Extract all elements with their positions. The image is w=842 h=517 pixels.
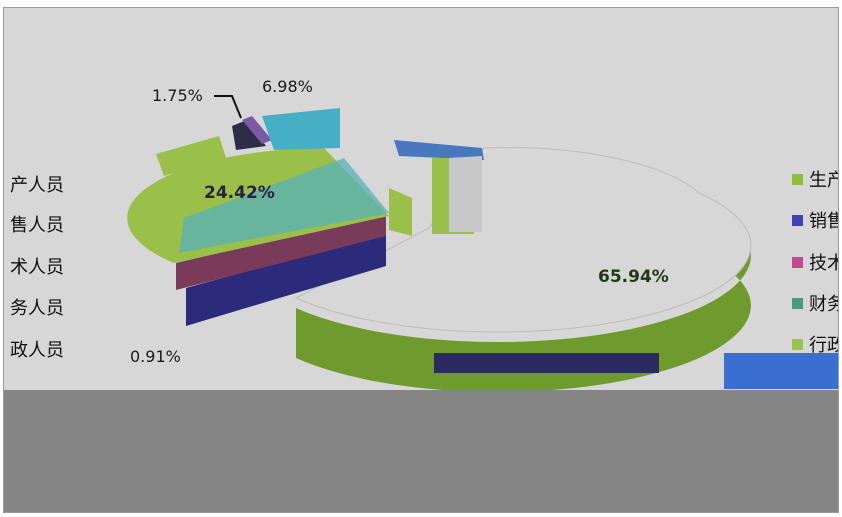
data-label-admin: 0.91% xyxy=(130,347,181,366)
legend-swatch xyxy=(792,256,803,268)
legend-item-sales: 销售 xyxy=(792,209,838,231)
legend-item-admin: 行政 xyxy=(792,333,838,355)
pie-slice-generation xyxy=(294,147,752,333)
legend-swatch xyxy=(792,297,803,309)
pie-slice-finance-top xyxy=(242,116,272,144)
data-label-generation: 65.94% xyxy=(598,267,669,287)
legend-label: 行政 xyxy=(809,335,838,355)
pie-slice-side-generation xyxy=(296,203,751,393)
legend-left-item: 务人员 xyxy=(10,298,64,319)
chart-area: 1.75% 6.98% 24.42% 65.94% 0.91% 产人员 售人员 … xyxy=(3,7,839,513)
legend-label: 生产 xyxy=(809,170,838,190)
legend-item-finance: 财务 xyxy=(792,292,838,314)
band-dark xyxy=(434,353,659,373)
data-label-finance: 1.75% xyxy=(152,86,203,105)
band-blue xyxy=(724,353,838,389)
legend-swatch xyxy=(792,214,803,226)
leader-line xyxy=(214,95,242,119)
data-label-sales: 24.42% xyxy=(204,183,275,203)
legend-label: 技术 xyxy=(809,253,838,273)
legend-left-item: 政人员 xyxy=(10,340,64,361)
legend-item-tech: 技术 xyxy=(792,251,838,273)
legend-left-item: 产人员 xyxy=(10,175,64,196)
pie-slice-grey-small xyxy=(449,156,482,232)
pie-slice-tech-side xyxy=(176,213,386,290)
legend-label: 财务 xyxy=(809,294,838,314)
pie-slice-blue-top xyxy=(394,140,484,160)
legend-left-item: 售人员 xyxy=(10,215,64,236)
rendering-artifact-band xyxy=(4,390,838,512)
legend-swatch xyxy=(792,173,803,185)
data-label-tech: 6.98% xyxy=(262,77,313,96)
legend-left-item: 术人员 xyxy=(10,257,64,278)
pie-slice-admin xyxy=(156,136,226,176)
legend-label: 销售 xyxy=(809,211,838,231)
pie-slice-sales-side xyxy=(186,233,386,326)
pie-slice-green-thin xyxy=(389,188,412,236)
pie-chart: 1.75% 6.98% 24.42% 65.94% 0.91% xyxy=(127,77,838,393)
pie-slice-sales-stripe xyxy=(179,158,389,253)
legend-item-generation: 生产 xyxy=(792,168,838,190)
pie-slice-finance xyxy=(232,120,266,150)
legend-swatch xyxy=(792,338,803,350)
pie-slice-tech xyxy=(262,108,340,150)
